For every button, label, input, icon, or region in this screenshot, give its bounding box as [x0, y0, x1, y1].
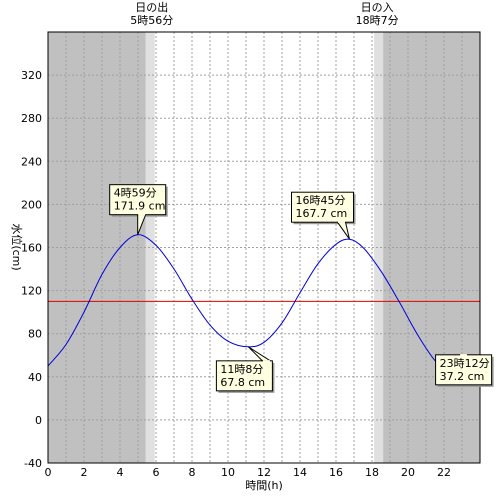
twilight-band-evening — [374, 32, 384, 463]
callout-value: 37.2 cm — [440, 370, 485, 383]
callout-value: 67.8 cm — [220, 376, 265, 389]
x-tick-label: 2 — [81, 466, 88, 479]
plot-frame — [47, 31, 481, 464]
y-tick-label: 80 — [28, 328, 42, 341]
x-tick-label: 12 — [257, 466, 271, 479]
sun-times: 日の出 5時56分 日の入 18時7分 — [130, 0, 398, 27]
y-tick-label: 200 — [21, 198, 42, 211]
callout-value: 167.7 cm — [296, 207, 348, 220]
twilight-band-morning — [145, 32, 155, 463]
y-axis-title: 水位(cm) — [10, 223, 24, 270]
y-tick-label: 0 — [35, 414, 42, 427]
x-tick-label: 14 — [293, 466, 307, 479]
y-tick-label: 280 — [21, 112, 42, 125]
callout-time: 11時8分 — [220, 363, 263, 376]
y-tick-label: 120 — [21, 285, 42, 298]
callout-time: 4時59分 — [114, 187, 157, 200]
tide-level-line — [47, 234, 481, 381]
sunrise-time: 5時56分 — [130, 14, 173, 27]
y-tick-label: 240 — [21, 155, 42, 168]
y-tick-label: -40 — [24, 457, 42, 470]
x-tick-label: 0 — [45, 466, 52, 479]
x-tick-label: 22 — [437, 466, 451, 479]
callout-box — [435, 354, 493, 386]
x-tick-label: 10 — [221, 466, 235, 479]
callout-time: 23時12分 — [440, 357, 490, 370]
callout-time: 16時45分 — [296, 194, 346, 207]
y-tick-label: 320 — [21, 69, 42, 82]
callout-box — [291, 191, 354, 223]
y-axis-ticks: -40 0 40 80 120 160 200 240 280 320 — [21, 69, 42, 470]
x-tick-label: 18 — [365, 466, 379, 479]
x-tick-label: 20 — [401, 466, 415, 479]
y-tick-label: 160 — [21, 242, 42, 255]
x-tick-label: 16 — [329, 466, 343, 479]
callout-value: 171.9 cm — [114, 200, 166, 213]
sunrise-label: 日の出 — [135, 0, 168, 14]
sunset-label: 日の入 — [361, 1, 394, 14]
callout-box — [215, 360, 273, 392]
x-tick-label: 8 — [189, 466, 196, 479]
x-tick-label: 6 — [153, 466, 160, 479]
x-tick-label: 4 — [117, 466, 124, 479]
y-tick-label: 40 — [28, 371, 42, 384]
x-axis-ticks: 0 2 4 6 8 10 12 14 16 18 20 22 — [45, 466, 452, 479]
callout-box — [109, 184, 167, 216]
x-axis-title: 時間(h) — [245, 479, 283, 492]
night-band-evening — [383, 32, 480, 463]
sunset-time: 18時7分 — [356, 14, 399, 27]
